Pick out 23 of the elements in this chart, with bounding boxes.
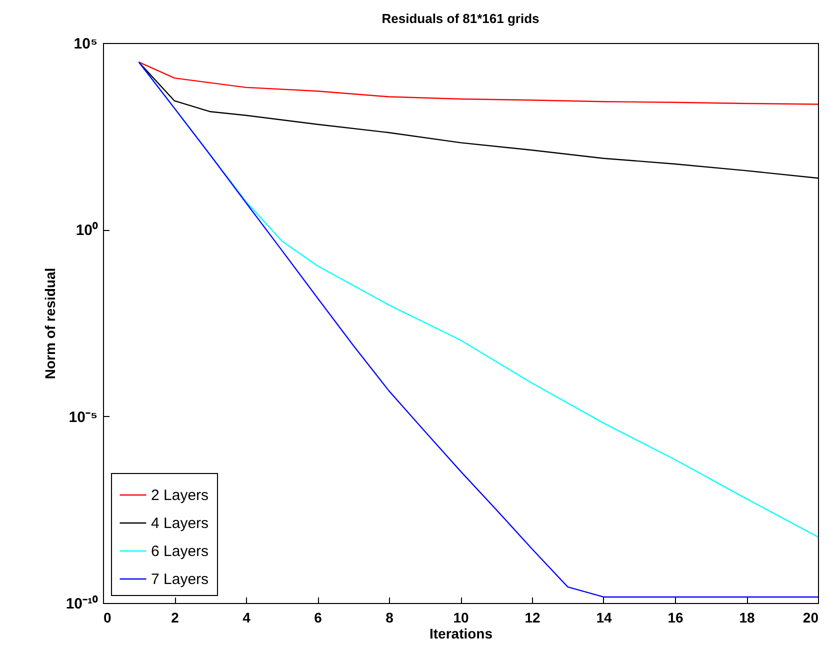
x-tick-label: 16 (668, 610, 684, 626)
x-axis-title: Iterations (429, 626, 493, 642)
y-tick-label: 10⁵ (74, 36, 98, 52)
y-tick-label: 10⁻¹⁰ (66, 594, 98, 612)
x-tick-label: 4 (242, 610, 251, 626)
y-tick-label: 10⁰ (76, 221, 98, 240)
chart-title: Residuals of 81*161 grids (382, 11, 540, 26)
x-tick-label: 10 (453, 610, 469, 626)
x-tick-label: 14 (596, 610, 612, 626)
x-tick-label: 20 (802, 610, 819, 626)
x-tick-label: 18 (739, 610, 755, 626)
legend-label: 6 Layers (151, 543, 209, 560)
y-tick-label: 10⁻⁵ (68, 408, 98, 426)
legend-label: 7 Layers (151, 571, 209, 588)
x-tick-label: 6 (314, 610, 322, 626)
line-series (138, 61, 818, 105)
x-tick-label: 12 (524, 610, 540, 626)
x-tick-label: 0 (104, 610, 112, 626)
legend-label: 2 Layers (151, 487, 209, 504)
x-tick-label: 2 (171, 610, 180, 626)
y-axis-title: Norm of residual (42, 268, 58, 380)
legend-label: 4 Layers (151, 515, 209, 532)
x-tick-label: 8 (386, 610, 394, 626)
